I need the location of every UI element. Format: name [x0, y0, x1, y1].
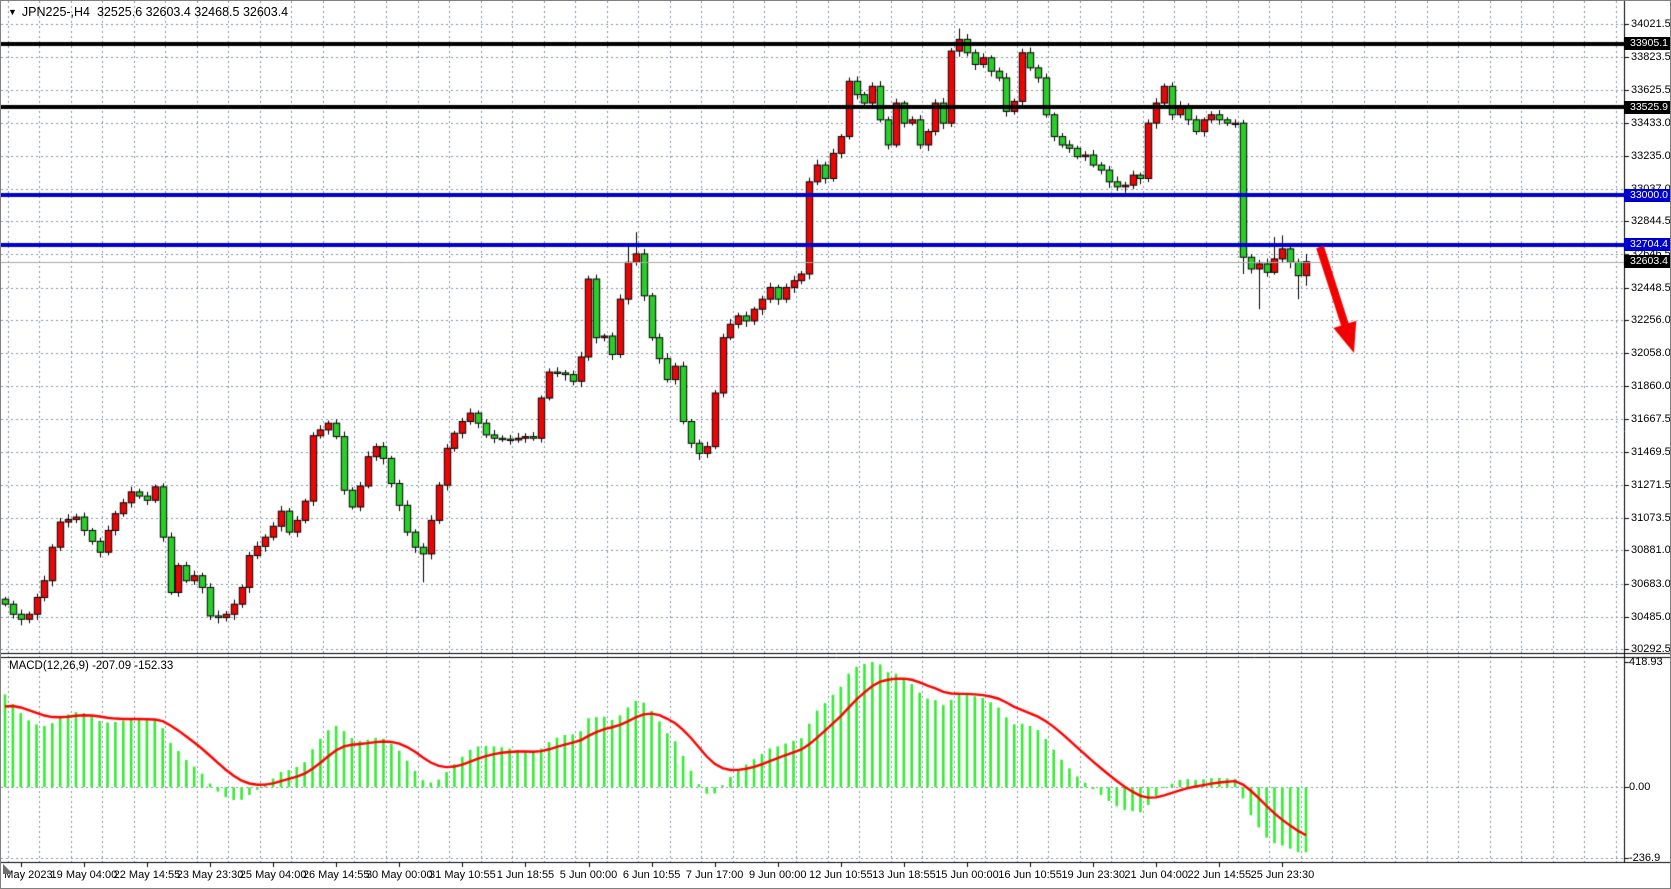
macd-tick-label: 418.93: [1629, 656, 1663, 668]
level-price-box: 33525.9: [1624, 100, 1670, 114]
time-label: 15 Jun 00:00: [935, 869, 999, 881]
time-label: 31 May 10:55: [429, 869, 496, 881]
time-label: 30 May 00:00: [365, 869, 433, 881]
time-label: 9 Jun 00:00: [749, 869, 807, 881]
price-tick-label: 30485.0: [1631, 610, 1671, 623]
panel-resize-gripper[interactable]: [3, 864, 13, 874]
current-price-box: 32603.4: [1624, 255, 1670, 269]
price-tick-label: 32844.5: [1631, 215, 1671, 228]
time-label: 1 Jun 18:55: [496, 869, 555, 881]
time-label: 5 Jun 00:00: [559, 869, 618, 881]
price-tick-label: 33433.0: [1631, 116, 1671, 129]
chevron-down-icon[interactable]: ▼: [8, 7, 17, 17]
time-label: 22 May 14:55: [113, 869, 181, 881]
price-tick-label: 32448.5: [1631, 281, 1671, 294]
price-tick-label: 32646.5: [1631, 249, 1670, 260]
level-price-box: 32704.4: [1624, 238, 1670, 252]
time-label: 26 May 14:55: [302, 869, 370, 881]
time-label: 19 Jun 23:30: [1061, 869, 1125, 881]
time-label: 23 May 23:30: [176, 869, 244, 881]
time-label: 17 May 2023: [1, 869, 53, 881]
price-tick-label: 33823.5: [1631, 51, 1671, 64]
time-label: 12 Jun 10:55: [809, 869, 873, 881]
price-tick-label: 33235.0: [1631, 149, 1671, 162]
price-tick-label: 30292.5: [1631, 643, 1671, 656]
time-label: 6 Jun 10:55: [622, 869, 681, 881]
price-tick-label: 34021.5: [1631, 18, 1671, 31]
price-tick-label: 31860.0: [1631, 380, 1671, 393]
time-label: 21 Jun 04:00: [1124, 869, 1189, 881]
macd-tick-label: 0.00: [1629, 781, 1651, 794]
time-label: 16 Jun 10:55: [998, 869, 1062, 881]
time-label: 22 Jun 14:55: [1187, 869, 1252, 881]
price-tick-label: 32256.0: [1631, 313, 1671, 326]
price-tick-label: 30881.0: [1631, 544, 1671, 557]
macd-indicator-label: MACD(12,26,9) -207.09 -152.33: [9, 660, 174, 672]
time-label: 13 Jun 18:55: [872, 869, 936, 881]
time-label: 7 Jun 17:00: [685, 869, 744, 881]
price-tick-label: 31667.5: [1631, 412, 1671, 425]
price-tick-label: 31469.5: [1631, 445, 1671, 458]
time-label: 25 May 04:00: [239, 869, 307, 881]
chart-title: ▼ JPN225-,H4 32525.6 32603.4 32468.5 3260…: [8, 5, 288, 19]
price-tick-label: 33625.5: [1631, 84, 1671, 97]
price-tick-label: 31073.5: [1631, 512, 1671, 525]
time-label: 19 May 04:00: [50, 869, 118, 881]
level-price-box: 33000.0: [1624, 188, 1670, 202]
price-tick-label: 31271.5: [1631, 478, 1671, 491]
level-price-box: 33905.1: [1624, 37, 1670, 51]
ohlc-values: 32525.6 32603.4 32468.5 32603.4: [96, 5, 289, 19]
symbol-period-label: JPN225-,H4: [21, 5, 91, 19]
time-label: 25 Jun 23:30: [1250, 869, 1315, 881]
price-tick-label: 32058.0: [1631, 347, 1671, 360]
macd-tick-label: -236.9: [1629, 852, 1661, 864]
price-tick-label: 30683.0: [1631, 577, 1671, 590]
